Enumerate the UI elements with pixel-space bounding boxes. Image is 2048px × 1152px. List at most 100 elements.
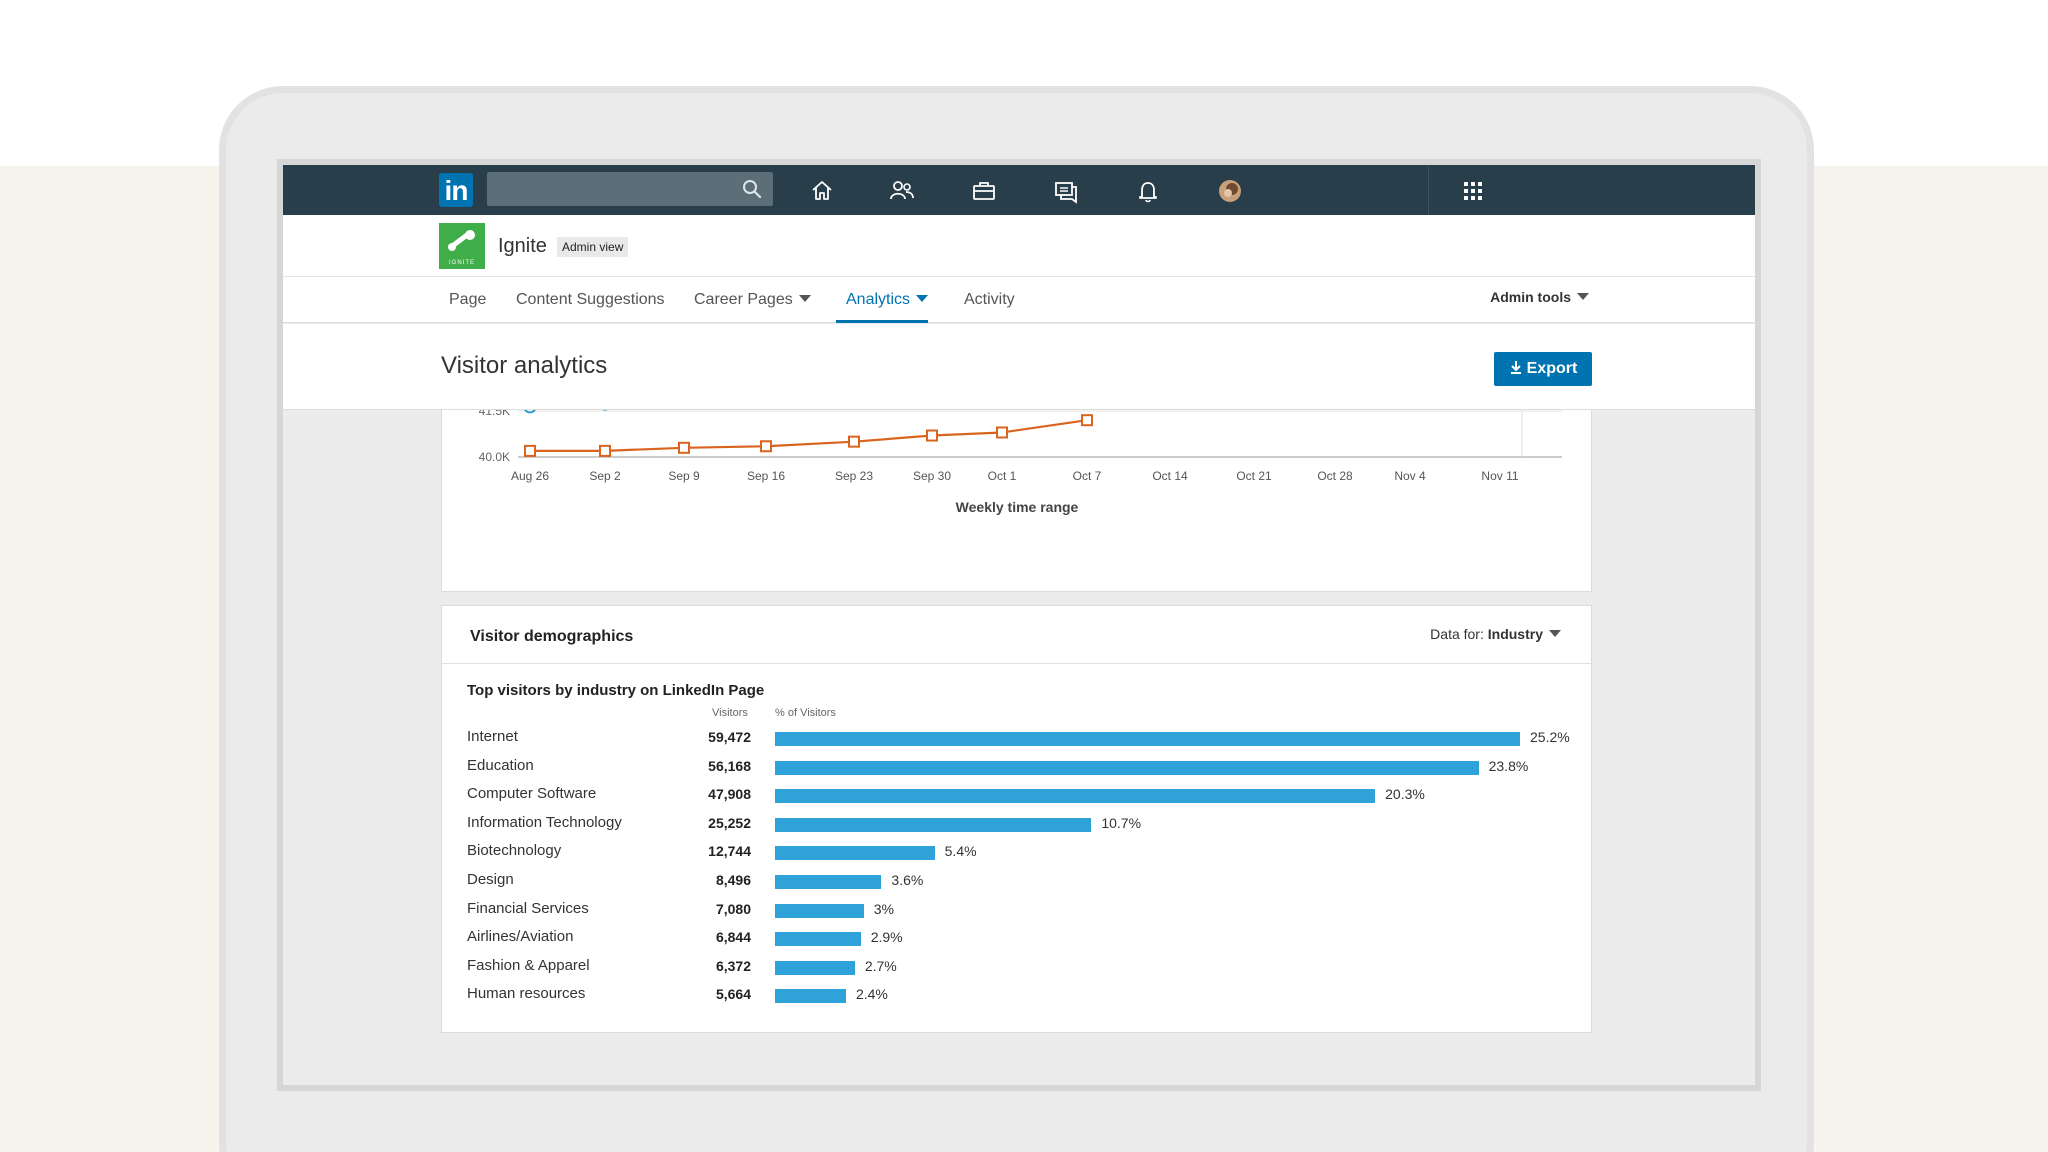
apps-grid-icon[interactable] bbox=[1459, 177, 1487, 205]
y-tick-label: 40.0K bbox=[479, 450, 510, 464]
profile-avatar[interactable] bbox=[1216, 177, 1244, 205]
chevron-down-icon bbox=[916, 295, 929, 302]
data-point bbox=[996, 426, 1008, 439]
visitor-count: 6,844 bbox=[715, 929, 751, 946]
data-for-dropdown[interactable]: Data for: Industry bbox=[1430, 626, 1561, 642]
admin-view-badge: Admin view bbox=[557, 237, 629, 257]
chevron-down-icon bbox=[1549, 630, 1561, 637]
visitor-count: 56,168 bbox=[708, 757, 751, 774]
industry-label: Biotechnology bbox=[467, 842, 562, 860]
percent-label: 2.9% bbox=[870, 929, 903, 946]
active-tab-indicator bbox=[836, 320, 928, 323]
top-nav: in bbox=[283, 165, 1755, 215]
visitor-count: 5,664 bbox=[715, 986, 751, 1003]
column-header-percent: % of Visitors bbox=[775, 707, 836, 719]
x-tick-label: Sep 23 bbox=[835, 469, 873, 483]
percent-label: 5.4% bbox=[944, 843, 977, 860]
industry-label: Human resources bbox=[467, 985, 586, 1003]
x-tick-label: Sep 30 bbox=[913, 469, 951, 483]
data-point bbox=[678, 441, 690, 454]
table-row: Financial Services 7,080 3% bbox=[442, 900, 1591, 922]
visitor-count: 6,372 bbox=[715, 957, 751, 974]
tab-content-suggestions[interactable]: Content Suggestions bbox=[516, 291, 665, 309]
percent-bar bbox=[775, 760, 1479, 775]
table-row: Internet 59,472 25.2% bbox=[442, 728, 1591, 750]
data-point bbox=[926, 429, 938, 442]
chevron-down-icon bbox=[798, 295, 811, 302]
table-row: Biotechnology 12,744 5.4% bbox=[442, 842, 1591, 864]
visitor-count: 47,908 bbox=[708, 786, 751, 803]
company-logo[interactable]: IGNITE bbox=[439, 223, 485, 269]
notifications-icon[interactable] bbox=[1134, 177, 1162, 205]
percent-bar bbox=[775, 960, 855, 975]
data-for-value: Industry bbox=[1487, 626, 1543, 642]
page-title: Visitor analytics bbox=[441, 352, 608, 379]
visitor-count: 12,744 bbox=[708, 843, 751, 860]
company-logo-text: IGNITE bbox=[448, 260, 475, 266]
page-title-bar: Visitor analytics Export bbox=[283, 324, 1755, 410]
data-point bbox=[848, 435, 860, 448]
x-tick-label: Nov 11 bbox=[1481, 469, 1518, 483]
tab-page[interactable]: Page bbox=[449, 291, 486, 309]
industry-label: Airlines/Aviation bbox=[467, 928, 574, 946]
percent-bar bbox=[775, 846, 935, 861]
visitor-count: 59,472 bbox=[708, 729, 751, 745]
percent-label: 3% bbox=[873, 900, 894, 917]
tab-label: Activity bbox=[964, 291, 1015, 308]
admin-tools-menu[interactable]: Admin tools bbox=[1490, 289, 1589, 305]
company-name[interactable]: Ignite bbox=[498, 235, 547, 257]
download-icon bbox=[1510, 361, 1521, 374]
company-header: IGNITE Ignite Admin view bbox=[283, 215, 1755, 277]
tab-career-pages[interactable]: Career Pages bbox=[694, 291, 811, 309]
demographics-title: Visitor demographics bbox=[470, 628, 634, 645]
jobs-icon[interactable] bbox=[970, 177, 998, 205]
screen: in bbox=[277, 159, 1761, 1091]
search-icon[interactable] bbox=[741, 178, 763, 200]
percent-label: 23.8% bbox=[1488, 757, 1529, 774]
percent-label: 2.4% bbox=[855, 986, 888, 1003]
industry-label: Education bbox=[467, 756, 534, 774]
percent-label: 20.3% bbox=[1385, 786, 1425, 803]
x-tick-label: Nov 4 bbox=[1394, 469, 1426, 483]
table-row: Computer Software 47,908 20.3% bbox=[442, 785, 1591, 807]
column-header-visitors: Visitors bbox=[712, 707, 748, 719]
x-tick-label: Oct 7 bbox=[1073, 469, 1102, 483]
percent-bar bbox=[775, 732, 1520, 746]
home-icon[interactable] bbox=[808, 177, 836, 205]
tab-analytics[interactable]: Analytics bbox=[846, 291, 929, 309]
messaging-icon[interactable] bbox=[1052, 177, 1080, 205]
search-input[interactable] bbox=[487, 172, 773, 206]
export-label: Export bbox=[1526, 360, 1578, 377]
x-tick-label: Oct 14 bbox=[1152, 469, 1188, 483]
series-line bbox=[530, 419, 1088, 452]
x-tick-label: Sep 9 bbox=[668, 469, 700, 483]
data-for-label: Data for: bbox=[1430, 626, 1484, 642]
tab-label: Page bbox=[449, 291, 487, 308]
percent-label: 2.7% bbox=[864, 957, 897, 974]
x-axis-label: Weekly time range bbox=[956, 499, 1079, 515]
percent-bar bbox=[775, 789, 1376, 804]
data-point bbox=[524, 444, 536, 457]
table-row: Human resources 5,664 2.4% bbox=[442, 985, 1591, 1007]
tab-activity[interactable]: Activity bbox=[964, 291, 1015, 309]
x-tick-label: Oct 28 bbox=[1317, 469, 1353, 483]
export-button[interactable]: Export bbox=[1494, 352, 1592, 386]
tab-label: Career Pages bbox=[694, 291, 793, 308]
table-row: Information Technology 25,252 10.7% bbox=[442, 814, 1591, 836]
linkedin-logo[interactable]: in bbox=[439, 173, 473, 207]
percent-label: 25.2% bbox=[1530, 729, 1570, 745]
data-point bbox=[1081, 414, 1093, 427]
x-tick-label: Sep 16 bbox=[747, 469, 785, 483]
percent-bar bbox=[775, 875, 882, 889]
table-row: Fashion & Apparel 6,372 2.7% bbox=[442, 957, 1591, 979]
table-row: Education 56,168 23.8% bbox=[442, 757, 1591, 779]
industry-label: Computer Software bbox=[467, 785, 597, 803]
percent-bar bbox=[775, 817, 1092, 832]
percent-label: 3.6% bbox=[891, 872, 924, 888]
tab-label: Content Suggestions bbox=[516, 291, 665, 308]
admin-tools-label: Admin tools bbox=[1490, 289, 1571, 305]
industry-label: Design bbox=[467, 871, 514, 888]
percent-bar bbox=[775, 989, 846, 1004]
my-network-icon[interactable] bbox=[888, 177, 916, 205]
x-tick-label: Oct 1 bbox=[988, 469, 1017, 483]
